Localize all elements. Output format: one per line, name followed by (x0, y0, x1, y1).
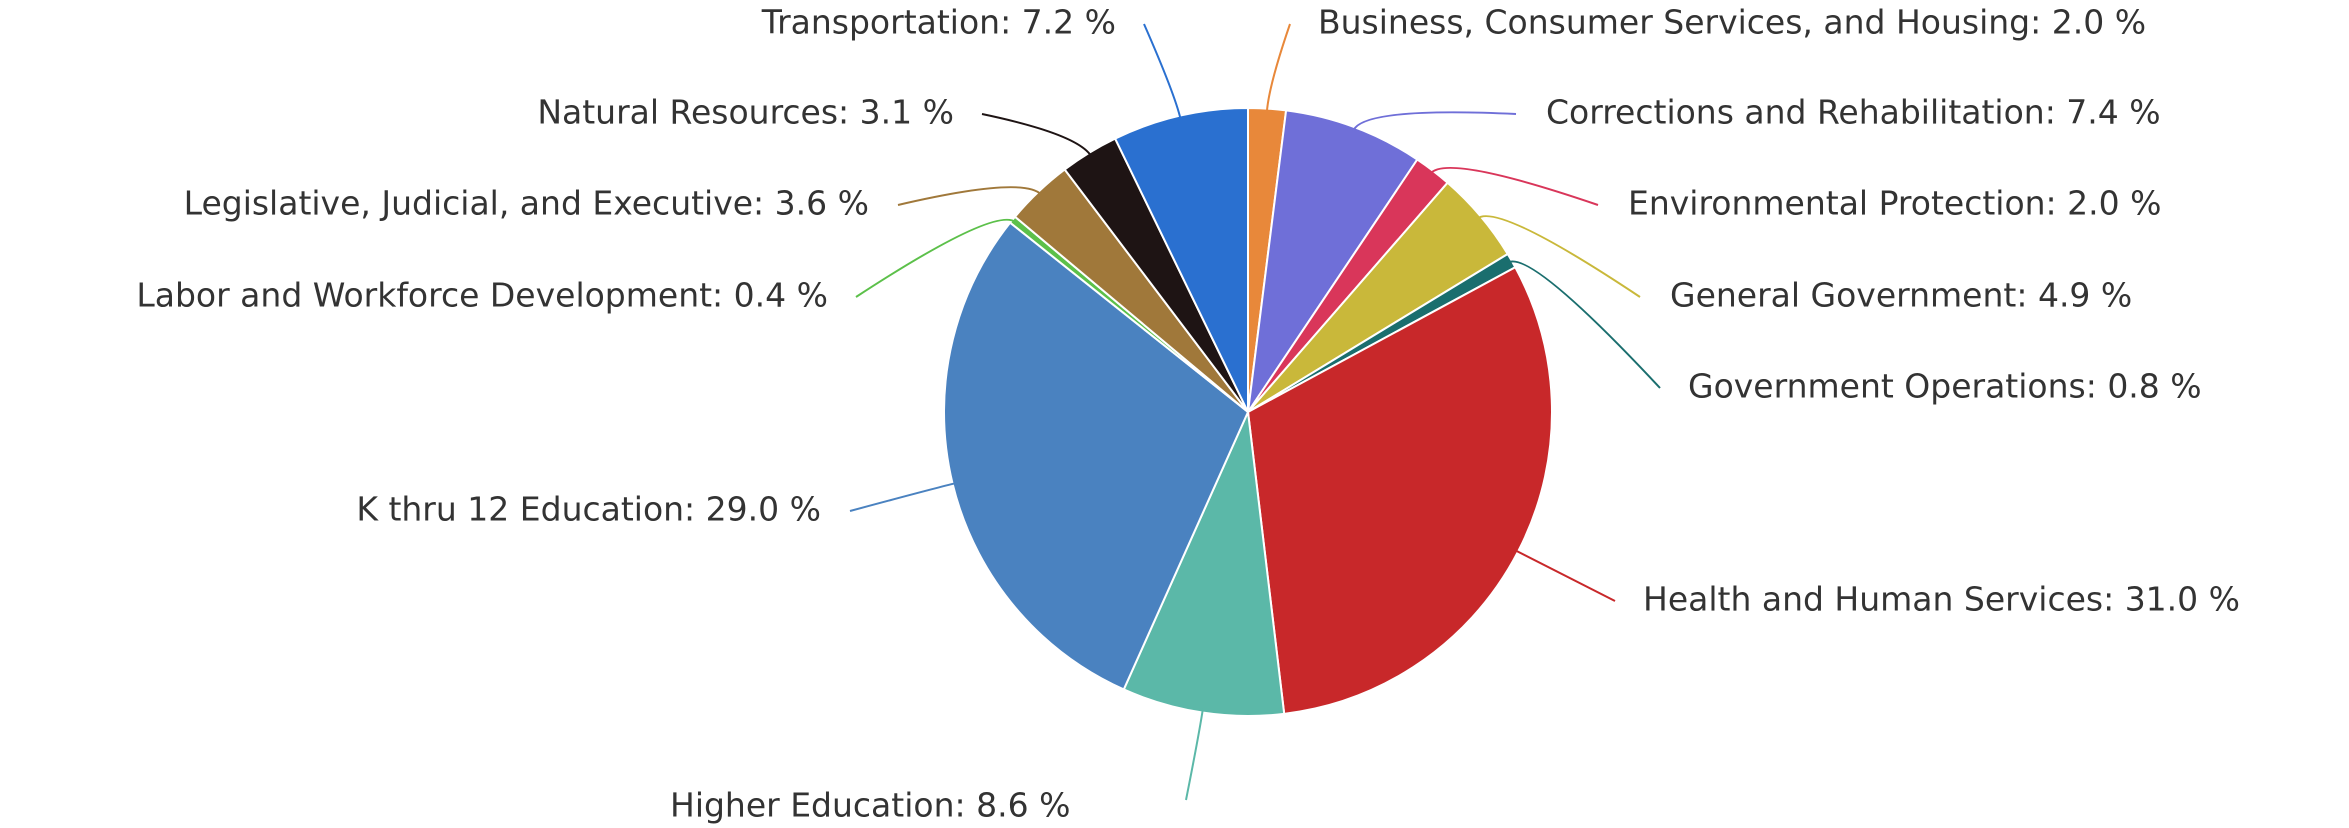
connector (1143, 23, 1182, 120)
slice-label: Natural Resources: 3.1 % (537, 93, 954, 132)
slice-label: Legislative, Judicial, and Executive: 3.… (184, 184, 869, 223)
connector (1185, 708, 1204, 801)
connector (855, 218, 1017, 298)
connector (1429, 166, 1599, 206)
slice-label: Transportation: 7.2 % (761, 3, 1116, 42)
connector (1507, 260, 1661, 389)
connector (1265, 23, 1291, 113)
slice-label: Corrections and Rehabilitation: 7.4 % (1546, 93, 2161, 132)
connector (1352, 111, 1517, 132)
connector (1476, 215, 1641, 298)
connector (1513, 548, 1616, 602)
slice-label: Environmental Protection: 2.0 % (1628, 184, 2161, 223)
slice-label: General Government: 4.9 % (1670, 276, 2132, 315)
slice-label: Health and Human Services: 31.0 % (1643, 580, 2240, 619)
slice-label: Government Operations: 0.8 % (1688, 367, 2202, 406)
slice-label: Business, Consumer Services, and Housing… (1318, 3, 2146, 42)
slice-label: Higher Education: 8.6 % (670, 786, 1070, 825)
connector (849, 481, 957, 512)
connector (897, 186, 1042, 206)
slice-label: Labor and Workforce Development: 0.4 % (136, 276, 828, 315)
connector (981, 113, 1093, 157)
slice-label: K thru 12 Education: 29.0 % (356, 490, 821, 529)
